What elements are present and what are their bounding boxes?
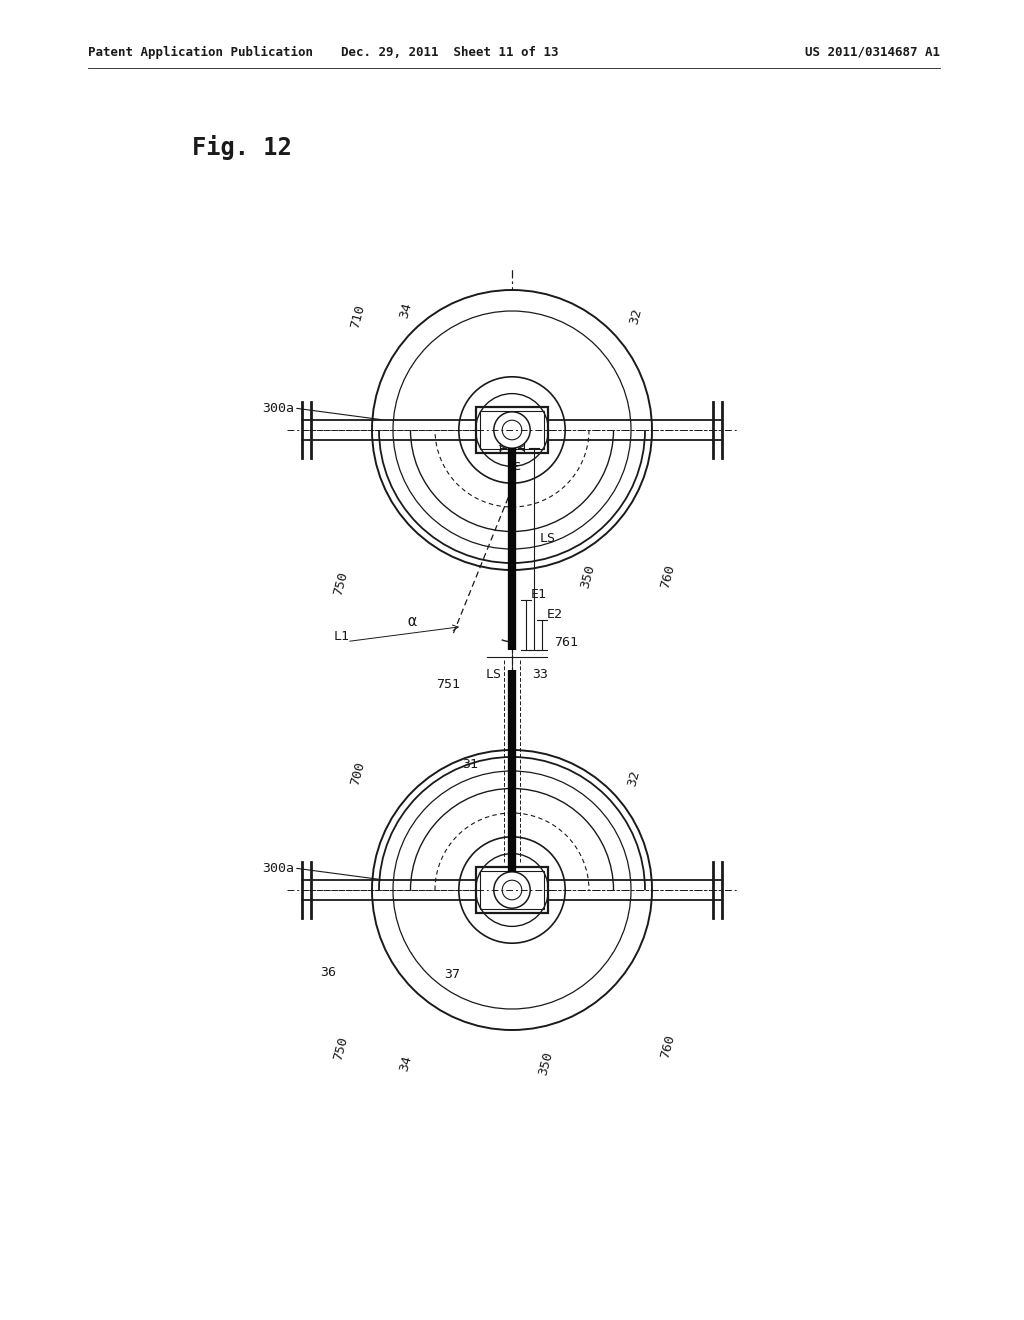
Bar bbox=[480, 871, 544, 909]
Text: LS: LS bbox=[540, 532, 556, 545]
Text: E2: E2 bbox=[547, 609, 563, 622]
Text: 760: 760 bbox=[658, 1034, 677, 1060]
Text: 751: 751 bbox=[436, 678, 460, 692]
Text: L1: L1 bbox=[334, 630, 350, 643]
Text: α: α bbox=[407, 614, 416, 630]
Text: ε: ε bbox=[513, 459, 521, 473]
Bar bbox=[476, 407, 548, 453]
Text: 34: 34 bbox=[397, 301, 414, 319]
Text: US 2011/0314687 A1: US 2011/0314687 A1 bbox=[805, 45, 940, 58]
Text: 350: 350 bbox=[579, 564, 597, 590]
Text: 36: 36 bbox=[319, 965, 336, 978]
Text: 33: 33 bbox=[532, 668, 548, 681]
Text: 760: 760 bbox=[658, 564, 677, 590]
Text: 750: 750 bbox=[332, 1035, 350, 1061]
Text: 710: 710 bbox=[348, 304, 368, 330]
Text: 700: 700 bbox=[348, 760, 368, 787]
Text: 37: 37 bbox=[444, 969, 460, 982]
Text: LS: LS bbox=[486, 668, 502, 681]
Text: 32: 32 bbox=[626, 770, 642, 788]
Text: Fig. 12: Fig. 12 bbox=[193, 135, 292, 160]
Bar bbox=[480, 411, 544, 449]
Text: 300a: 300a bbox=[262, 862, 294, 874]
Text: E1: E1 bbox=[531, 589, 547, 602]
Text: 34: 34 bbox=[397, 1053, 414, 1073]
Bar bbox=[476, 867, 548, 913]
Text: 31: 31 bbox=[462, 759, 478, 771]
Text: Patent Application Publication: Patent Application Publication bbox=[88, 45, 313, 58]
Text: 300a: 300a bbox=[262, 401, 294, 414]
Text: 350: 350 bbox=[537, 1049, 555, 1077]
Text: 32: 32 bbox=[628, 308, 644, 326]
Text: Dec. 29, 2011  Sheet 11 of 13: Dec. 29, 2011 Sheet 11 of 13 bbox=[341, 45, 559, 58]
Text: 761: 761 bbox=[554, 635, 578, 648]
Text: 750: 750 bbox=[332, 570, 350, 597]
